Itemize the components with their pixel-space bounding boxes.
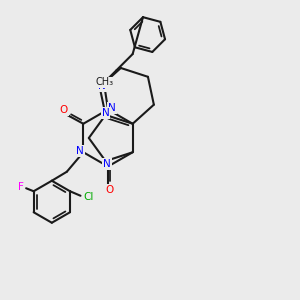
Text: N: N [108,103,116,113]
Text: N: N [98,81,106,91]
Text: N: N [76,146,84,156]
Text: N: N [103,159,111,169]
Text: O: O [105,185,114,195]
Text: CH₃: CH₃ [96,77,114,88]
Text: N: N [102,107,110,118]
Text: Cl: Cl [84,192,94,202]
Text: F: F [18,182,24,192]
Text: O: O [60,105,68,115]
